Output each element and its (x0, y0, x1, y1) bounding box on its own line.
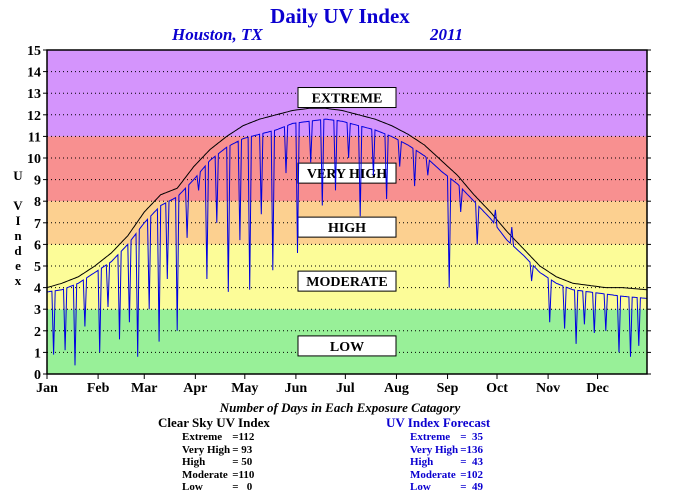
y-tick-label: 0 (34, 368, 41, 383)
y-tick-label: 5 (34, 260, 41, 275)
plot-frame (46, 49, 648, 375)
clear-sky-category: Low (182, 481, 203, 493)
forecast-category: Moderate (410, 468, 456, 481)
forecast-count: =102 (460, 468, 483, 481)
y-tick-label: 14 (27, 66, 41, 81)
forecast-row: Moderate =102 (410, 469, 485, 482)
band-label: MODERATE (306, 275, 387, 290)
band-label-box (297, 87, 397, 109)
x-tick-label: Jun (285, 381, 308, 396)
forecast-stats: UV Index Forecast Extreme = 35 Very High =1… (386, 415, 490, 494)
x-tick-label: Aug (384, 381, 409, 396)
band-label: EXTREME (312, 92, 383, 107)
forecast-table: Extreme = 35 Very High =136 High = 43 Moderate… (410, 431, 485, 494)
y-axis-label-char: n (14, 228, 22, 243)
clear-sky-row: Very High = 93 (182, 444, 256, 457)
clear-sky-row: High = 50 (182, 456, 256, 469)
band-label-box (297, 335, 397, 357)
forecast-category: High (410, 456, 434, 468)
forecast-count: =136 (460, 443, 483, 456)
band-label: HIGH (328, 221, 366, 236)
y-tick-label: 13 (27, 87, 41, 102)
y-tick-label: 11 (28, 130, 41, 145)
forecast-category: Low (410, 481, 431, 493)
y-axis-label-char: e (15, 258, 21, 273)
x-tick-label: Oct (486, 381, 508, 396)
clear-sky-category: Moderate (182, 468, 228, 481)
clear-sky-category: Very High (182, 443, 231, 456)
band-label-box (297, 270, 397, 292)
y-axis-label-char: d (14, 243, 22, 258)
y-tick-label: 4 (34, 282, 41, 297)
y-axis-label-char: V (13, 198, 23, 213)
y-tick-label: 7 (34, 217, 41, 232)
forecast-count: = 49 (460, 481, 483, 493)
y-axis-label-char: x (14, 273, 22, 288)
forecast-heading: UV Index Forecast (386, 415, 491, 430)
forecast-row: Very High =136 (410, 444, 485, 457)
clear-sky-row: Extreme =112 (182, 431, 256, 444)
clear-sky-count: = 0 (232, 481, 253, 493)
forecast-series-line (46, 118, 648, 366)
clear-sky-count: = 93 (232, 443, 253, 456)
x-tick-label: Jul (336, 381, 355, 396)
band-label: LOW (330, 340, 364, 355)
forecast-count: = 35 (460, 431, 483, 443)
y-tick-label: 9 (34, 174, 41, 189)
x-tick-label: Nov (536, 381, 560, 396)
forecast-count: = 43 (460, 456, 483, 468)
x-tick-label: May (231, 381, 258, 396)
forecast-row: High = 43 (410, 456, 485, 469)
forecast-category: Very High (410, 443, 459, 456)
y-tick-label: 3 (34, 303, 41, 318)
clear-sky-count: =112 (232, 431, 255, 443)
clear-sky-row: Low = 0 (182, 481, 256, 494)
x-tick-label: Feb (87, 381, 110, 396)
clear-sky-category: High (182, 456, 206, 468)
clear-sky-stats: Clear Sky UV Index Extreme =112 Very High =… (158, 415, 270, 494)
x-tick-label: Jan (36, 381, 58, 396)
y-tick-label: 15 (27, 44, 41, 59)
x-tick-label: Dec (586, 381, 609, 396)
forecast-row: Extreme = 35 (410, 431, 485, 444)
location-label: Houston, TX (172, 25, 263, 44)
clear-sky-row: Moderate =110 (182, 469, 256, 482)
x-tick-label: Sep (437, 381, 459, 396)
forecast-category: Extreme (410, 431, 451, 443)
stats-title: Number of Days in Each Exposure Catagory (219, 400, 461, 415)
clear-sky-heading: Clear Sky UV Index (158, 415, 270, 430)
y-tick-label: 12 (27, 109, 41, 124)
y-axis-label-char: U (13, 168, 23, 183)
x-tick-label: Mar (131, 381, 157, 396)
chart-title: Daily UV Index (270, 4, 410, 28)
clear-sky-category: Extreme (182, 431, 223, 443)
year-label: 2011 (430, 25, 464, 44)
forecast-row: Low = 49 (410, 481, 485, 494)
y-tick-label: 2 (34, 325, 41, 340)
band-label: VERY HIGH (307, 167, 387, 182)
y-tick-label: 8 (34, 195, 41, 210)
y-tick-label: 1 (34, 346, 41, 361)
x-tick-label: Apr (183, 381, 207, 396)
y-tick-label: 6 (34, 238, 41, 253)
clear-sky-series-line (46, 107, 648, 291)
clear-sky-table: Extreme =112 Very High = 93 High = 50 Moderate… (182, 431, 256, 494)
clear-sky-count: = 50 (232, 456, 253, 468)
clear-sky-count: =110 (232, 468, 255, 481)
y-tick-label: 10 (27, 152, 41, 167)
y-axis-label-char: I (15, 213, 21, 228)
